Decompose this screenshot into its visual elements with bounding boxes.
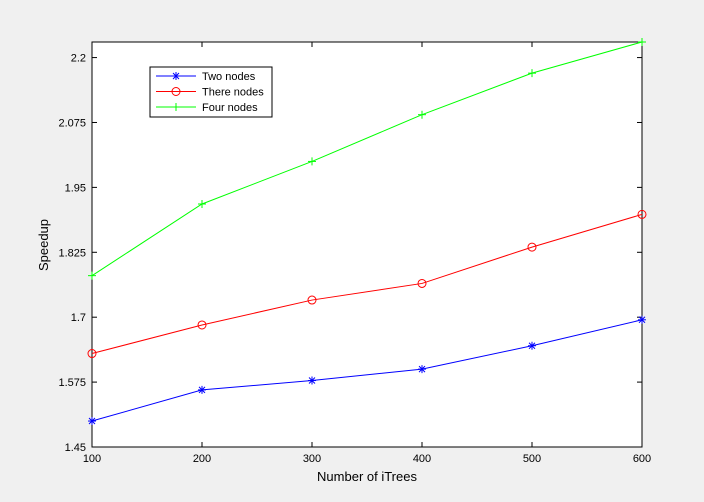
data-point — [198, 200, 206, 208]
series-two-nodes — [88, 315, 646, 426]
y-axis: 1.45 1.575 1.7 1.825 1.95 2.075 2.2 — [58, 53, 642, 454]
data-point — [527, 242, 537, 252]
y-tick-label: 1.825 — [58, 247, 86, 259]
x-tick-label: 200 — [193, 453, 211, 465]
x-tick-label: 500 — [523, 453, 541, 465]
data-point — [528, 69, 536, 78]
data-point — [308, 376, 316, 385]
data-point — [87, 349, 97, 359]
legend-marker — [172, 72, 180, 80]
series-there-nodes — [87, 209, 647, 359]
data-point — [88, 271, 96, 280]
y-tick-label: 1.45 — [65, 442, 86, 454]
data-point — [88, 417, 96, 426]
series-layer — [87, 38, 647, 426]
data-point — [638, 315, 646, 324]
series-line — [91, 41, 643, 277]
legend-label: There nodes — [202, 87, 264, 99]
legend-marker — [171, 87, 181, 96]
legend-entry: Two nodes — [156, 71, 256, 83]
y-tick-label: 2.2 — [71, 53, 86, 65]
data-point — [637, 209, 647, 219]
legend-entry: There nodes — [156, 87, 264, 99]
data-point — [307, 295, 317, 305]
series-four-nodes — [88, 38, 646, 280]
data-point — [528, 341, 536, 350]
series-line — [91, 213, 643, 355]
legend-label: Two nodes — [202, 71, 256, 83]
y-axis-title: Speedup — [36, 219, 51, 271]
x-axis-title: Number of iTrees — [317, 469, 417, 484]
legend-marker — [172, 103, 180, 111]
x-tick-label: 300 — [303, 453, 321, 465]
x-tick-label: 600 — [633, 453, 651, 465]
x-tick-label: 400 — [413, 453, 431, 465]
y-tick-label: 1.7 — [71, 312, 86, 324]
x-tick-label: 100 — [83, 453, 101, 465]
series-line — [91, 319, 643, 422]
legend: Two nodes There nodes Four nodes — [149, 66, 273, 118]
data-point — [198, 385, 206, 394]
y-tick-label: 2.075 — [58, 117, 86, 129]
data-point — [308, 157, 316, 166]
x-axis: 100 200 300 400 500 600 — [83, 42, 651, 465]
legend-label: Four nodes — [202, 102, 258, 114]
legend-entry: Four nodes — [156, 102, 258, 114]
data-point — [197, 320, 207, 330]
data-point — [418, 365, 426, 374]
y-tick-label: 1.95 — [65, 182, 86, 194]
data-point — [418, 110, 426, 119]
data-point — [638, 38, 646, 46]
data-point — [417, 278, 427, 288]
y-tick-label: 1.575 — [58, 377, 86, 389]
